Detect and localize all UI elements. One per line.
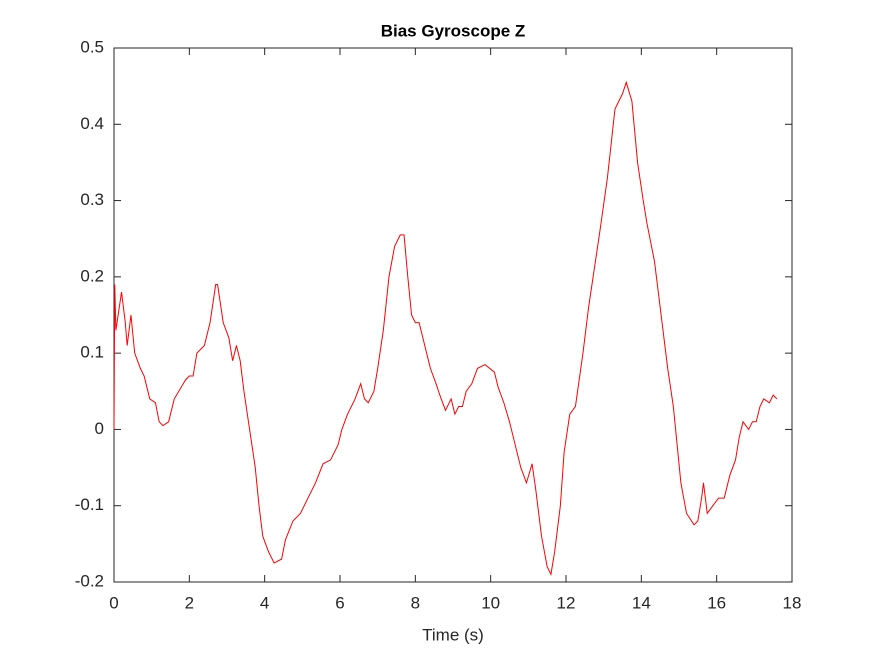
y-tick-label: 0.4 xyxy=(80,114,104,133)
x-tick-label: 18 xyxy=(783,593,802,612)
x-tick-label: 16 xyxy=(707,593,726,612)
x-tick-label: 6 xyxy=(335,593,344,612)
x-tick-label: 14 xyxy=(632,593,651,612)
y-tick-label: 0.3 xyxy=(80,190,104,209)
y-tick-label: 0.5 xyxy=(80,37,104,56)
y-tick-label: -0.1 xyxy=(75,495,104,514)
x-tick-label: 2 xyxy=(185,593,194,612)
y-tick-label: 0 xyxy=(95,419,104,438)
y-tick-label: 0.2 xyxy=(80,266,104,285)
plot-frame xyxy=(113,47,793,583)
x-tick-label: 0 xyxy=(109,593,118,612)
chart-title: Bias Gyroscope Z xyxy=(381,21,526,40)
y-tick-label: -0.2 xyxy=(75,571,104,590)
y-tick-label: 0.1 xyxy=(80,343,104,362)
x-tick-label: 4 xyxy=(260,593,269,612)
x-tick-label: 10 xyxy=(481,593,500,612)
x-tick-label: 12 xyxy=(557,593,576,612)
x-axis-label: Time (s) xyxy=(422,625,484,644)
x-tick-label: 8 xyxy=(411,593,420,612)
data-line xyxy=(113,80,778,576)
